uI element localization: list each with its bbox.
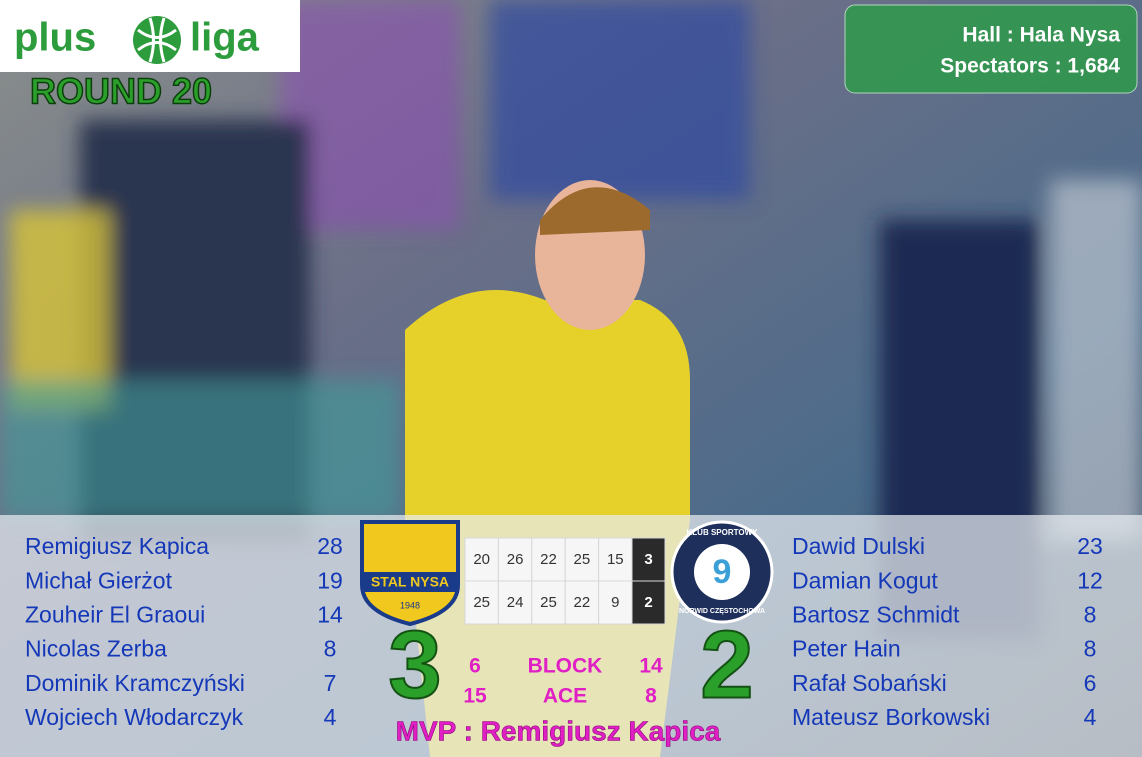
sets-won-cell bbox=[631, 580, 666, 625]
logo-ball bbox=[133, 16, 181, 64]
player-points: 28 bbox=[317, 533, 343, 559]
player-name: Nicolas Zerba bbox=[25, 636, 167, 662]
player-points: 8 bbox=[1084, 601, 1097, 627]
away-logo-number: 9 bbox=[713, 553, 732, 591]
hall: Hall : Hala Nysa bbox=[962, 24, 1120, 47]
player-name: Mateusz Borkowski bbox=[792, 704, 990, 730]
set-cell bbox=[497, 580, 533, 625]
player-points: 8 bbox=[324, 636, 337, 662]
set-cell bbox=[598, 580, 633, 625]
player-points: 14 bbox=[317, 601, 343, 627]
player-points: 4 bbox=[1084, 704, 1097, 730]
set-score: 22 bbox=[540, 551, 557, 568]
set-score: 9 bbox=[611, 594, 619, 611]
home-score: 3 bbox=[388, 611, 441, 718]
set-score: 22 bbox=[574, 594, 591, 611]
home-logo-text: STAL NYSA bbox=[371, 574, 449, 590]
player-name: Dominik Kramczyński bbox=[25, 670, 245, 696]
set-score: 15 bbox=[607, 551, 624, 568]
home-logo-band bbox=[364, 572, 456, 592]
player-points: 19 bbox=[317, 567, 343, 593]
sets-won: 3 bbox=[644, 551, 652, 568]
set-cell bbox=[564, 580, 600, 625]
stat-home: 15 bbox=[463, 685, 487, 708]
set-score: 20 bbox=[473, 551, 490, 568]
player-points: 8 bbox=[1084, 636, 1097, 662]
home-logo-year: 1948 bbox=[400, 600, 420, 610]
stat-label: BLOCK bbox=[528, 655, 603, 678]
player-name: Damian Kogut bbox=[792, 567, 938, 593]
player-name: Zouheir El Graoui bbox=[25, 601, 205, 627]
stat-away: 14 bbox=[639, 655, 663, 678]
set-score: 25 bbox=[540, 594, 557, 611]
player-name: Dawid Dulski bbox=[792, 533, 925, 559]
spectators: Spectators : 1,684 bbox=[940, 55, 1120, 78]
photo-shapes bbox=[0, 0, 1142, 640]
sets-won: 2 bbox=[644, 594, 652, 611]
set-score: 25 bbox=[473, 594, 490, 611]
player-name: Bartosz Schmidt bbox=[792, 601, 960, 627]
player-name: Wojciech Włodarczyk bbox=[25, 704, 244, 730]
mvp: MVP : Remigiusz Kapica bbox=[396, 715, 721, 746]
player-points: 4 bbox=[324, 704, 337, 730]
set-cell bbox=[464, 537, 499, 582]
player-name: Peter Hain bbox=[792, 636, 901, 662]
stat-away: 8 bbox=[645, 685, 657, 708]
player-name: Michał Gierżot bbox=[25, 567, 173, 593]
logo-text: liga bbox=[190, 16, 260, 60]
sets-won-cell bbox=[631, 537, 666, 582]
set-score: 25 bbox=[574, 551, 591, 568]
set-score: 24 bbox=[507, 594, 524, 611]
player-points: 6 bbox=[1084, 670, 1097, 696]
player-name: Remigiusz Kapica bbox=[25, 533, 209, 559]
player-points: 12 bbox=[1077, 567, 1103, 593]
away-logo-text: NORWID CZĘSTOCHOWA bbox=[679, 608, 765, 615]
set-cell bbox=[497, 537, 533, 582]
set-cell bbox=[598, 537, 633, 582]
stat-label: ACE bbox=[543, 685, 587, 708]
set-cell bbox=[564, 537, 600, 582]
set-score: 26 bbox=[507, 551, 524, 568]
away-logo-text: KLUB SPORTOWY bbox=[687, 528, 759, 537]
logo-ball-lines bbox=[137, 17, 177, 63]
player-points: 23 bbox=[1077, 533, 1103, 559]
logo-text: plus bbox=[14, 16, 96, 60]
stat-home: 6 bbox=[469, 655, 481, 678]
player-points: 7 bbox=[324, 670, 337, 696]
venue-box bbox=[844, 4, 1138, 94]
away-score: 2 bbox=[700, 611, 753, 718]
away-logo-inner bbox=[694, 544, 750, 600]
player-name: Rafał Sobański bbox=[792, 670, 947, 696]
round-label: ROUND 20 bbox=[30, 71, 212, 112]
